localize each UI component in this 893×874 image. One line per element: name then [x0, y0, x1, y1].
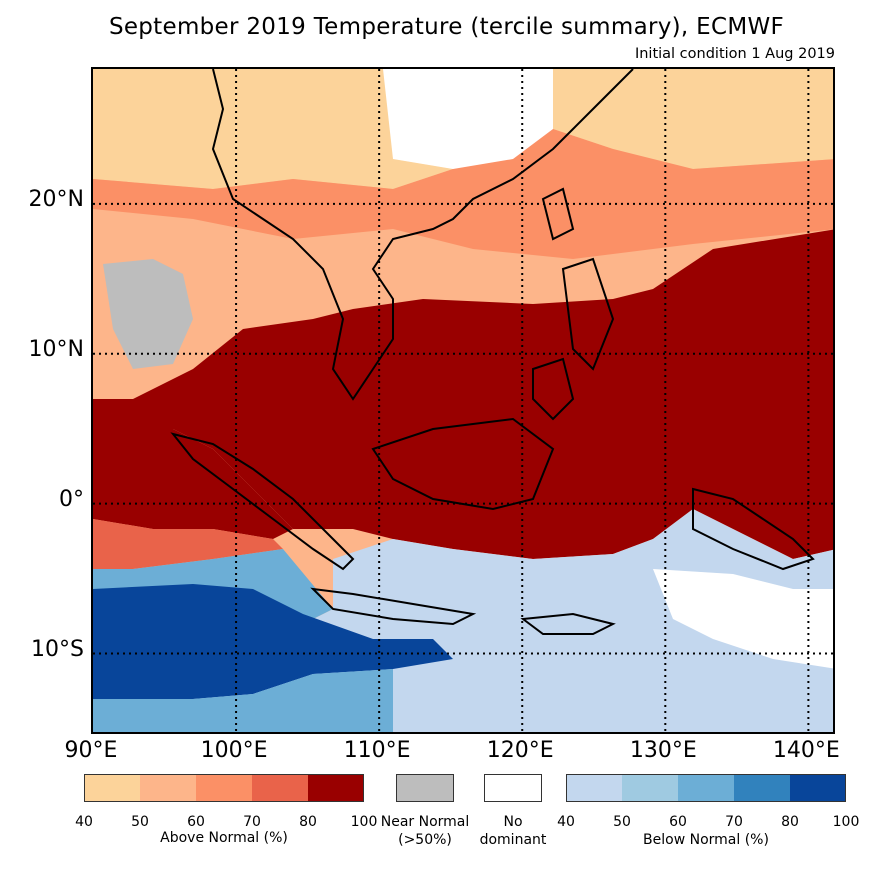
grid-lines — [93, 69, 833, 732]
no-dominant-label-line1: No — [503, 814, 523, 830]
lon-label-3: 120°E — [486, 738, 554, 763]
above-swatch-2 — [196, 774, 252, 802]
near-normal-label-line2: (>50%) — [398, 832, 452, 848]
lon-label-5: 140°E — [772, 738, 840, 763]
below-tick-2: 60 — [669, 814, 687, 830]
above-tick-5: 100 — [350, 814, 378, 830]
lat-label-1: 10°N — [28, 336, 84, 362]
below-swatch-0 — [566, 774, 622, 802]
legend-below-caption: Below Normal (%) — [643, 832, 769, 848]
lon-label-0: 90°E — [64, 738, 118, 763]
above-tick-1: 50 — [131, 814, 149, 830]
below-swatch-3 — [734, 774, 790, 802]
below-tick-5: 100 — [832, 814, 860, 830]
above-bar-outline — [84, 774, 364, 802]
below-tick-3: 70 — [725, 814, 743, 830]
above-swatch-1 — [140, 774, 196, 802]
coastlines — [170, 69, 815, 635]
below-swatch-4 — [790, 774, 846, 802]
lat-label-2: 0° — [59, 486, 84, 512]
above-swatch-0 — [84, 774, 140, 802]
no-dominant-label-line2: dominant — [479, 832, 547, 848]
above-swatch-4 — [308, 774, 364, 802]
above-swatch-3 — [252, 774, 308, 802]
below-tick-0: 40 — [557, 814, 575, 830]
above-tick-2: 60 — [187, 814, 205, 830]
region-south-china-no-dominant — [383, 69, 553, 169]
below-tick-4: 80 — [781, 814, 799, 830]
region-myanmar-near-normal — [103, 259, 193, 369]
lon-label-2: 110°E — [343, 738, 411, 763]
region-sumatra-above-strong — [93, 429, 293, 539]
below-tick-1: 50 — [613, 814, 631, 830]
below-swatch-1 — [622, 774, 678, 802]
region-south-below-mid — [93, 669, 393, 732]
near-normal-label-line1: Near Normal — [380, 814, 470, 830]
below-bar-outline — [566, 774, 846, 802]
region-west-above-high — [93, 519, 283, 569]
lat-label-3: 10°S — [31, 636, 84, 662]
region-north-above-mid — [93, 129, 833, 259]
map-canvas — [93, 69, 833, 732]
region-tropics-above-strong — [93, 229, 833, 559]
above-tick-0: 40 — [75, 814, 93, 830]
lat-label-0: 20°N — [28, 186, 84, 212]
region-northeast-above-light — [553, 69, 833, 169]
lon-label-4: 130°E — [629, 738, 697, 763]
above-tick-3: 70 — [243, 814, 261, 830]
above-tick-4: 80 — [299, 814, 317, 830]
region-east-no-dominant — [653, 569, 833, 669]
near-normal-swatch — [396, 774, 454, 802]
map-title: September 2019 Temperature (tercile summ… — [108, 14, 785, 40]
lon-label-1: 100°E — [200, 738, 268, 763]
initial-condition-label: Initial condition 1 Aug 2019 — [634, 46, 835, 62]
no-dominant-swatch — [484, 774, 542, 802]
legend-above-caption: Above Normal (%) — [160, 830, 288, 846]
below-swatch-2 — [678, 774, 734, 802]
region-indian-ocean-below-strong — [93, 584, 453, 699]
forecast-map[interactable] — [91, 67, 835, 734]
region-north-above-light — [93, 69, 453, 189]
